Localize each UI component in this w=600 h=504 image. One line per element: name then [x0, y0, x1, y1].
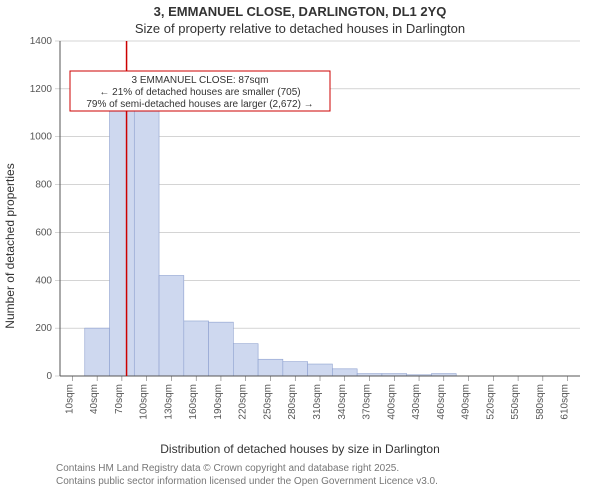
histogram-bar	[332, 369, 357, 376]
x-tick-label: 370sqm	[362, 384, 373, 420]
histogram-bar	[85, 328, 110, 376]
y-tick-label: 1200	[30, 84, 53, 95]
x-tick-label: 610sqm	[560, 384, 571, 420]
y-axis-label: Number of detached properties	[3, 146, 17, 346]
x-tick-label: 400sqm	[386, 384, 397, 420]
histogram-bar	[283, 362, 308, 376]
x-axis-label: Distribution of detached houses by size …	[0, 442, 600, 456]
x-tick-label: 460sqm	[436, 384, 447, 420]
y-tick-label: 400	[35, 275, 52, 286]
x-tick-label: 550sqm	[510, 384, 521, 420]
histogram-bar	[134, 108, 159, 376]
histogram-bar	[233, 344, 258, 376]
x-tick-label: 10sqm	[64, 384, 75, 414]
y-tick-label: 200	[35, 323, 52, 334]
x-tick-label: 70sqm	[114, 384, 125, 414]
x-tick-label: 190sqm	[213, 384, 224, 420]
y-tick-label: 1400	[30, 36, 53, 47]
chart-title-block: 3, EMMANUEL CLOSE, DARLINGTON, DL1 2YQ S…	[0, 4, 600, 36]
chart-title-line2: Size of property relative to detached ho…	[0, 21, 600, 36]
y-tick-label: 600	[35, 227, 52, 238]
footer-line2: Contains public sector information licen…	[56, 475, 590, 488]
histogram-bar	[308, 364, 333, 376]
histogram-bar	[209, 322, 234, 376]
x-tick-label: 160sqm	[188, 384, 199, 420]
histogram-bar	[258, 359, 283, 376]
callout-line1: 3 EMMANUEL CLOSE: 87sqm	[132, 75, 269, 86]
x-tick-label: 130sqm	[163, 384, 174, 420]
x-tick-label: 490sqm	[461, 384, 472, 420]
chart-title-line1: 3, EMMANUEL CLOSE, DARLINGTON, DL1 2YQ	[0, 4, 600, 19]
x-tick-label: 520sqm	[485, 384, 496, 420]
x-tick-label: 580sqm	[535, 384, 546, 420]
histogram-bar	[184, 321, 209, 376]
x-tick-label: 340sqm	[337, 384, 348, 420]
footer-line1: Contains HM Land Registry data © Crown c…	[56, 462, 590, 475]
plot-area: Number of detached properties 0 200 400 600…	[0, 36, 600, 456]
callout-line3: 79% of semi-detached houses are larger (…	[86, 99, 313, 110]
histogram-bar	[159, 276, 184, 377]
x-tick-label: 40sqm	[89, 384, 100, 414]
x-tick-label: 280sqm	[287, 384, 298, 420]
y-tick-label: 1000	[30, 132, 53, 143]
histogram-svg: 0 200 400 600 800 1000 1200 1400 10sqm 40sqm 70sqm…	[0, 36, 600, 436]
attribution-footer: Contains HM Land Registry data © Crown c…	[0, 456, 600, 488]
x-tick-label: 310sqm	[312, 384, 323, 420]
callout-line2: ← 21% of detached houses are smaller (70…	[99, 87, 300, 98]
y-tick-label: 0	[46, 371, 52, 382]
x-tick-label: 220sqm	[238, 384, 249, 420]
x-tick-label: 100sqm	[139, 384, 150, 420]
y-tick-label: 800	[35, 180, 52, 191]
histogram-bar	[110, 103, 135, 376]
x-tick-label: 430sqm	[411, 384, 422, 420]
x-tick-label: 250sqm	[262, 384, 273, 420]
